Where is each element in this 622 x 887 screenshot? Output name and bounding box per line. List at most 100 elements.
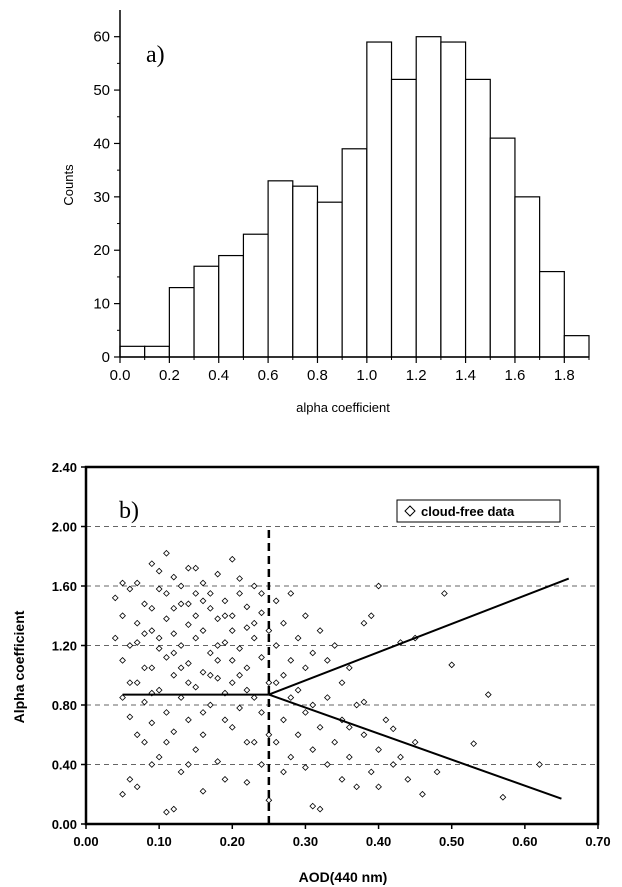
histogram-bar: [390, 78, 417, 358]
scatter-point: [155, 567, 163, 575]
scatter-point: [338, 679, 346, 687]
scatter-point: [360, 731, 368, 739]
histogram-bar: [563, 335, 590, 358]
histogram-y-tick-label: 20: [93, 242, 110, 259]
scatter-point: [141, 698, 148, 706]
scatter-point: [141, 630, 148, 637]
scatter-point: [287, 590, 295, 597]
histogram-x-tick-label: 0.0: [110, 367, 131, 384]
scatter-point: [316, 805, 324, 813]
histogram-bar: [464, 78, 491, 358]
scatter-point: [228, 555, 236, 563]
scatter-point: [148, 719, 156, 727]
scatter-y-tick-label: 0.80: [52, 698, 77, 713]
scatter-point: [389, 725, 397, 733]
scatter-point: [309, 746, 317, 753]
scatter-point: [111, 634, 119, 642]
scatter-point: [316, 723, 324, 731]
scatter-point: [199, 709, 207, 716]
scatter-point: [397, 753, 404, 761]
scatter-point: [302, 764, 309, 771]
histogram-y-axis-label: Counts: [61, 164, 76, 206]
scatter-x-tick-label: 0.50: [439, 834, 464, 849]
histogram-bar: [119, 345, 146, 358]
histogram-bars: [119, 36, 590, 358]
histogram-bar: [514, 196, 541, 358]
scatter-point: [185, 564, 192, 572]
scatter-point: [148, 664, 156, 672]
histogram-bar: [144, 345, 170, 358]
scatter-point: [177, 582, 185, 590]
scatter-point: [155, 585, 163, 593]
scatter-point: [163, 738, 170, 746]
legend-diamond-icon: [404, 505, 416, 517]
histogram-x-tick-label: 0.6: [258, 367, 279, 384]
scatter-point: [141, 664, 148, 672]
scatter-point: [133, 679, 141, 687]
scatter-point: [236, 645, 243, 652]
histogram-x-tick-label: 1.2: [406, 367, 427, 384]
scatter-points: [111, 549, 543, 816]
scatter-x-tick-label: 0.70: [585, 834, 610, 849]
legend-label: cloud-free data: [421, 504, 515, 519]
scatter-point: [119, 579, 126, 587]
histogram-bar: [242, 233, 269, 358]
scatter-ticks: 0.00 0.10 0.20 0.30 0.40 0.50 0.60 0.70 0.00 0.40…: [52, 460, 611, 849]
scatter-point: [324, 694, 331, 701]
scatter-point: [163, 808, 170, 816]
histogram-bar: [415, 36, 442, 358]
panel-label-a: a): [146, 42, 165, 68]
scatter-point: [199, 731, 207, 739]
scatter-point: [170, 630, 178, 637]
histogram-x-tick-label: 1.0: [356, 367, 377, 384]
scatter-point: [324, 657, 331, 664]
histogram-panel: 0.0 0.2 0.4 0.6 0.8 1.0 1.2 1.4 1.6 1.8 0 10 20 30 40 5…: [61, 10, 590, 415]
scatter-point: [287, 753, 295, 761]
scatter-point: [163, 615, 170, 623]
scatter-point: [250, 694, 258, 701]
scatter-x-tick-label: 0.40: [366, 834, 391, 849]
scatter-point: [448, 661, 456, 669]
scatter-point: [258, 709, 265, 716]
scatter-point: [192, 564, 200, 572]
scatter-point: [119, 657, 126, 664]
scatter-point: [206, 649, 214, 657]
scatter-point: [126, 776, 134, 783]
histogram-x-tick-label: 0.4: [208, 367, 229, 384]
scatter-point: [185, 679, 192, 687]
scatter-point: [141, 600, 148, 608]
scatter-point: [177, 642, 185, 649]
scatter-point: [228, 723, 236, 731]
histogram-bar: [539, 270, 565, 358]
scatter-point: [287, 657, 295, 664]
scatter-point: [441, 590, 448, 597]
scatter-y-axis-label: Alpha coefficient: [11, 610, 27, 723]
scatter-point: [484, 691, 492, 698]
scatter-x-tick-label: 0.60: [512, 834, 537, 849]
scatter-point: [148, 604, 156, 612]
scatter-point: [316, 627, 324, 634]
scatter-point: [228, 679, 236, 687]
histogram-bar: [168, 287, 195, 358]
scatter-point: [258, 609, 265, 617]
scatter-point: [243, 686, 251, 694]
histogram-bar: [341, 148, 368, 358]
scatter-point: [221, 639, 229, 646]
scatter-annotation-lines: [122, 526, 570, 824]
scatter-point: [243, 778, 251, 786]
scatter-point: [148, 761, 156, 768]
scatter-point: [236, 590, 243, 597]
scatter-point: [206, 604, 214, 612]
scatter-point: [280, 619, 287, 627]
scatter-point: [353, 701, 360, 709]
scatter-point: [199, 597, 207, 605]
scatter-point: [302, 664, 309, 672]
scatter-point: [214, 570, 222, 578]
scatter-point: [345, 664, 353, 672]
scatter-point: [375, 746, 382, 753]
histogram-y-tick-label: 50: [93, 82, 110, 99]
scatter-point: [126, 679, 134, 687]
scatter-point: [170, 671, 178, 679]
histogram-bar: [292, 185, 319, 358]
scatter-point: [148, 560, 156, 568]
